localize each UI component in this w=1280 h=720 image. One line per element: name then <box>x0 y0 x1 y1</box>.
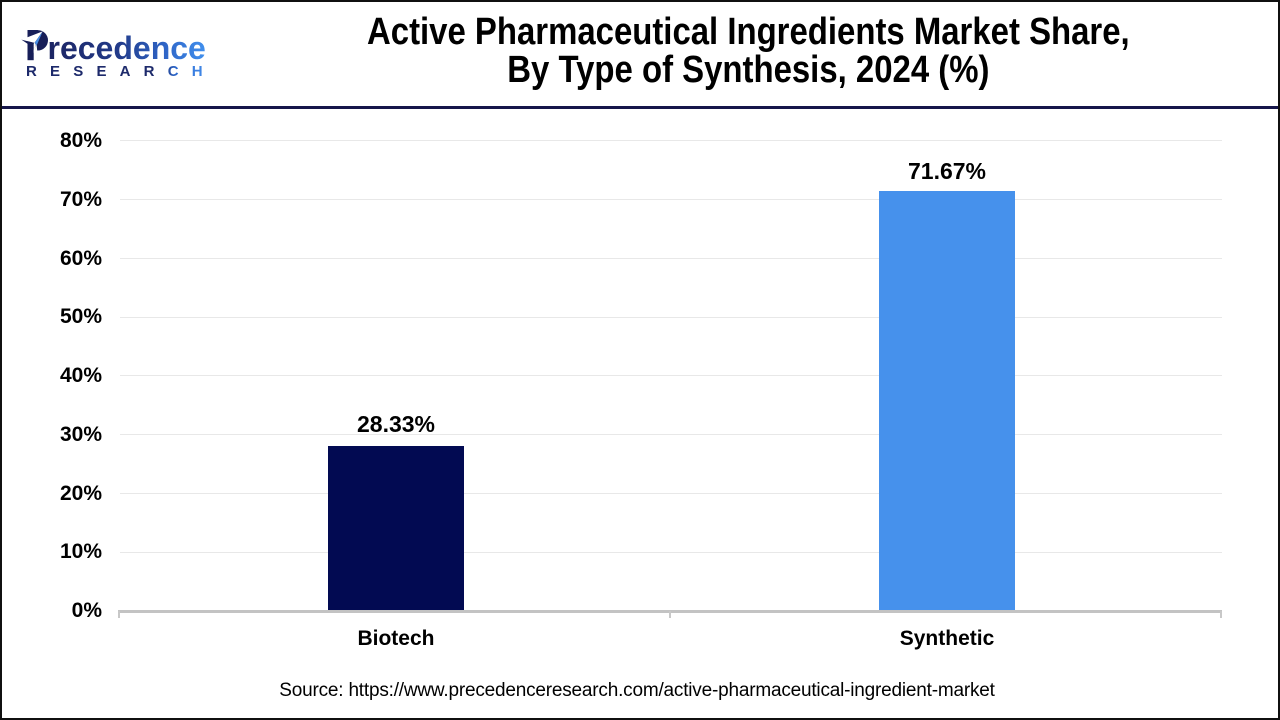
svg-text:RESEARCH: RESEARCH <box>26 63 216 80</box>
svg-text:recedence: recedence <box>48 30 206 66</box>
